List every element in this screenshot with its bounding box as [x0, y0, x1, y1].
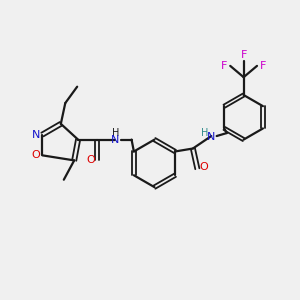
Text: F: F — [240, 50, 247, 60]
Text: H: H — [201, 128, 208, 138]
Text: N: N — [111, 135, 119, 145]
Text: O: O — [86, 155, 95, 165]
Text: F: F — [260, 61, 266, 71]
Text: N: N — [32, 130, 40, 140]
Text: O: O — [200, 162, 208, 172]
Text: N: N — [206, 132, 215, 142]
Text: O: O — [32, 150, 40, 161]
Text: F: F — [221, 61, 227, 71]
Text: H: H — [112, 128, 119, 138]
